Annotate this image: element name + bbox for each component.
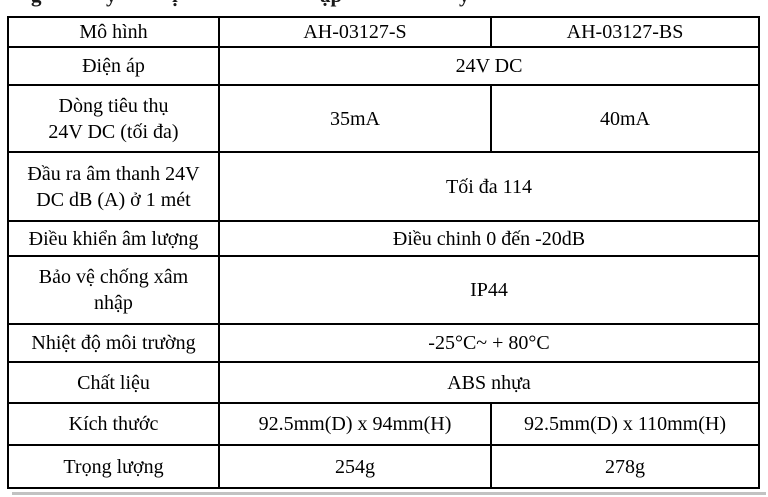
text-fragment: ập — [320, 0, 342, 6]
table-row-material: Chất liệu ABS nhựa — [7, 361, 760, 405]
spec-label-cell: Dòng tiêu thụ 24V DC (tối đa) — [7, 84, 220, 154]
spec-value-cell: AH-03127-S — [218, 15, 492, 49]
text-fragment: y — [459, 0, 470, 6]
table-row-temperature: Nhiệt độ môi trường -25°C~ + 80°C — [7, 323, 760, 364]
table-row-voltage: Điện áp 24V DC — [7, 46, 760, 87]
spec-label-cell: Mô hình — [7, 15, 220, 49]
table-row-audio-output: Đầu ra âm thanh 24V DC dB (A) ở 1 mét Tố… — [7, 151, 760, 223]
spec-value-cell: -25°C~ + 80°C — [218, 323, 760, 364]
spec-value-cell: 24V DC — [218, 46, 760, 87]
spec-value-cell: 278g — [490, 444, 760, 490]
text-fragment: y — [106, 0, 117, 6]
spec-value-cell: 35mA — [218, 84, 492, 154]
spec-label-cell: Đầu ra âm thanh 24V DC dB (A) ở 1 mét — [7, 151, 220, 223]
spec-value-cell: AH-03127-BS — [490, 15, 760, 49]
spec-label-cell: Bảo vệ chống xâm nhập — [7, 255, 220, 326]
table-row-weight: Trọng lượng 254g 278g — [7, 444, 760, 490]
table-row-ingress-protection: Bảo vệ chống xâm nhập IP44 — [7, 255, 760, 326]
spec-value-cell: 40mA — [490, 84, 760, 154]
table-row-volume-control: Điều khiển âm lượng Điều chinh 0 đến -20… — [7, 220, 760, 258]
spec-value-cell: Tối đa 114 — [218, 151, 760, 223]
spec-label-cell: Điều khiển âm lượng — [7, 220, 220, 258]
spec-label-cell: Trọng lượng — [7, 444, 220, 490]
spec-value-cell: 254g — [218, 444, 492, 490]
cropped-text-line: g y ị ập y — [0, 0, 768, 9]
spec-value-cell: Điều chinh 0 đến -20dB — [218, 220, 760, 258]
table-row-model: Mô hình AH-03127-S AH-03127-BS — [7, 15, 760, 49]
scan-shadow — [12, 492, 766, 495]
spec-value-cell: IP44 — [218, 255, 760, 326]
spec-label-cell: Kích thước — [7, 402, 220, 447]
spec-label-cell: Điện áp — [7, 46, 220, 87]
table-row-dimensions: Kích thước 92.5mm(D) x 94mm(H) 92.5mm(D)… — [7, 402, 760, 447]
spec-value-cell: 92.5mm(D) x 94mm(H) — [218, 402, 492, 447]
spec-value-cell: ABS nhựa — [218, 361, 760, 405]
text-fragment: g — [31, 0, 42, 6]
spec-value-cell: 92.5mm(D) x 110mm(H) — [490, 402, 760, 447]
spec-label-cell: Chất liệu — [7, 361, 220, 405]
text-fragment: ị — [172, 0, 178, 6]
spec-label-cell: Nhiệt độ môi trường — [7, 323, 220, 364]
table-row-current: Dòng tiêu thụ 24V DC (tối đa) 35mA 40mA — [7, 84, 760, 154]
spec-table: Mô hình AH-03127-S AH-03127-BS Điện áp 2… — [7, 15, 760, 490]
